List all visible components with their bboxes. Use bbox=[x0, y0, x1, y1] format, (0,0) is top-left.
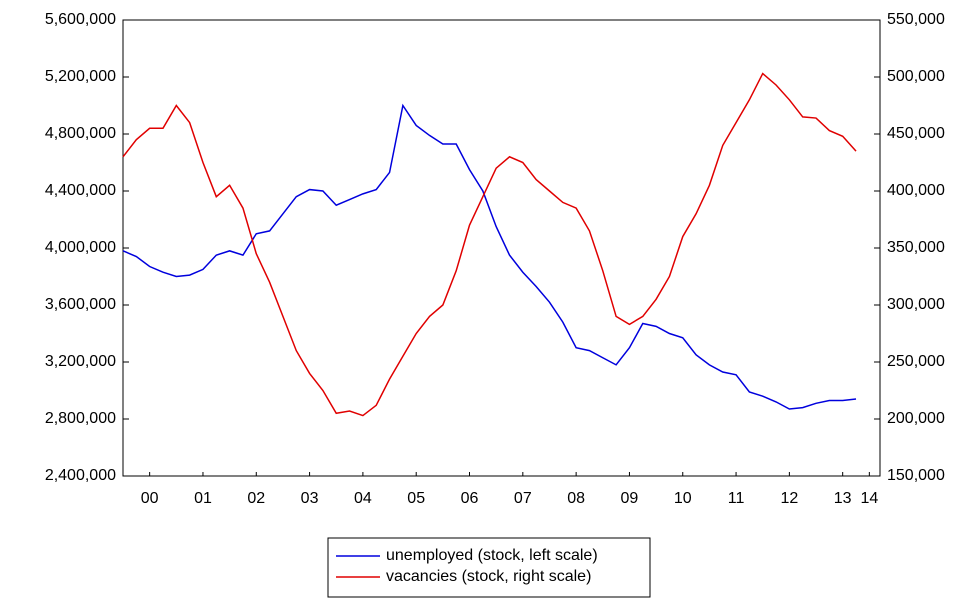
x-tick-label: 00 bbox=[141, 490, 159, 507]
legend-label: unemployed (stock, left scale) bbox=[386, 547, 598, 564]
x-tick-label: 10 bbox=[674, 490, 692, 507]
x-tick-label: 07 bbox=[514, 490, 532, 507]
y2-tick-label: 200,000 bbox=[887, 410, 945, 427]
x-tick-label: 03 bbox=[301, 490, 319, 507]
series-line bbox=[122, 72, 857, 417]
y2-tick-label: 350,000 bbox=[887, 239, 945, 256]
x-tick-label: 02 bbox=[247, 490, 265, 507]
x-tick-label: 14 bbox=[860, 490, 878, 507]
y2-tick-label: 400,000 bbox=[887, 182, 945, 199]
y-tick-label: 2,400,000 bbox=[45, 467, 116, 484]
x-tick-label: 06 bbox=[461, 490, 479, 507]
y2-tick-label: 450,000 bbox=[887, 125, 945, 142]
x-tick-label: 12 bbox=[780, 490, 798, 507]
y-tick-label: 3,200,000 bbox=[45, 353, 116, 370]
y2-tick-label: 500,000 bbox=[887, 68, 945, 85]
x-tick-label: 08 bbox=[567, 490, 585, 507]
y-tick-label: 5,600,000 bbox=[45, 11, 116, 28]
y-tick-label: 2,800,000 bbox=[45, 410, 116, 427]
y-tick-label: 5,200,000 bbox=[45, 68, 116, 85]
x-tick-label: 13 bbox=[834, 490, 852, 507]
y2-tick-label: 150,000 bbox=[887, 467, 945, 484]
y-tick-label: 4,800,000 bbox=[45, 125, 116, 142]
plot-frame bbox=[122, 19, 881, 477]
x-tick-label: 04 bbox=[354, 490, 372, 507]
legend-label: vacancies (stock, right scale) bbox=[386, 568, 591, 585]
y2-tick-label: 550,000 bbox=[887, 11, 945, 28]
series-line bbox=[122, 103, 857, 410]
x-tick-label: 11 bbox=[728, 490, 745, 507]
x-tick-label: 05 bbox=[407, 490, 425, 507]
legend-box bbox=[327, 537, 651, 598]
y-tick-label: 3,600,000 bbox=[45, 296, 116, 313]
y2-tick-label: 250,000 bbox=[887, 353, 945, 370]
x-tick-label: 01 bbox=[194, 490, 212, 507]
y-tick-label: 4,400,000 bbox=[45, 182, 116, 199]
y-tick-label: 4,000,000 bbox=[45, 239, 116, 256]
y2-tick-label: 300,000 bbox=[887, 296, 945, 313]
x-tick-label: 09 bbox=[621, 490, 639, 507]
